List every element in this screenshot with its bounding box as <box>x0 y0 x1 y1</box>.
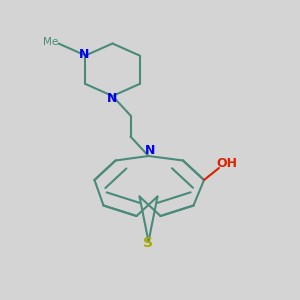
Text: N: N <box>79 47 89 61</box>
Text: OH: OH <box>216 157 237 170</box>
Text: S: S <box>143 236 154 250</box>
Text: N: N <box>107 92 118 106</box>
Text: N: N <box>145 144 155 157</box>
Text: Me: Me <box>44 37 59 47</box>
